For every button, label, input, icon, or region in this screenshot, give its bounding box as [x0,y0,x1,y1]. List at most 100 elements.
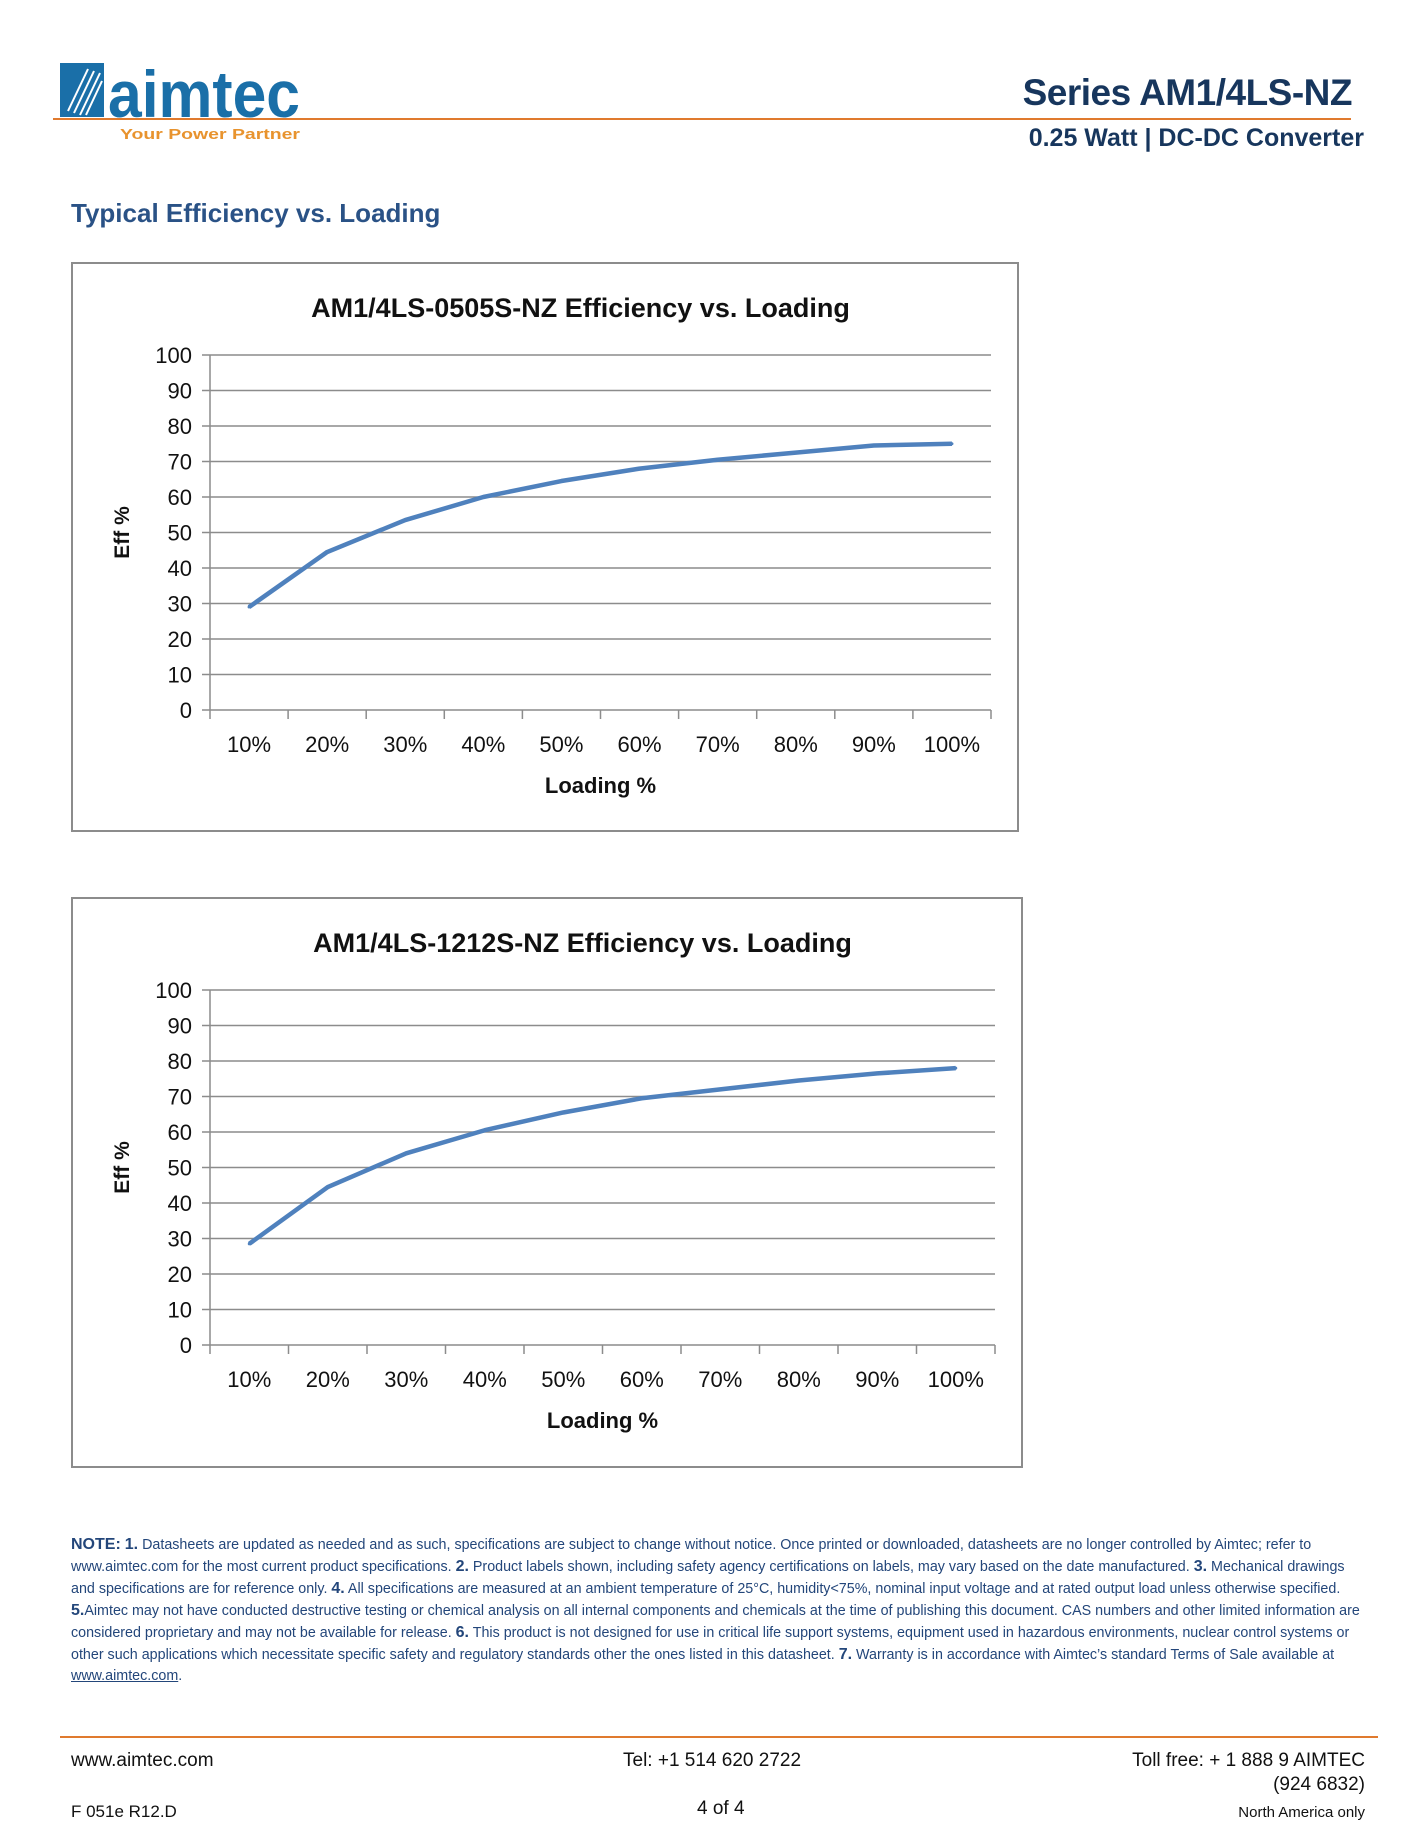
x-tick-label: 80% [777,1367,821,1392]
note-text: Datasheets are updated as needed and as … [71,1537,1312,1575]
y-tick-label: 40 [168,1191,192,1216]
data-point [559,479,563,483]
series-line [247,1065,956,1246]
footer-region: North America only [1238,1804,1365,1821]
series-title: Series AM1/4LS-NZ [1022,72,1353,113]
x-tick-label: 90% [852,732,896,757]
data-point [403,518,407,522]
note-text: Product labels shown, including safety a… [468,1559,1194,1575]
note-text: This product is not designed for use in … [71,1625,1350,1663]
aimtec-link[interactable]: www.aimtec.com [71,1668,179,1684]
y-tick-label: 60 [168,485,192,510]
data-point [716,458,720,462]
y-tick-label: 100 [155,343,192,368]
y-tick-label: 70 [168,450,192,475]
y-tick-label: 80 [168,1049,192,1074]
data-point [954,1066,958,1070]
y-tick-label: 70 [168,1085,192,1110]
x-tick-label: 60% [620,1367,664,1392]
y-tick-label: 80 [168,414,192,439]
aimtec-logo: aimtec Your Power Partner [58,55,308,145]
y-tick-label: 60 [168,1120,192,1145]
x-tick-label: 10% [227,1367,271,1392]
y-tick-label: 90 [168,1014,192,1039]
data-point [638,467,642,471]
data-point [247,605,251,609]
data-point [483,1128,487,1132]
y-tick-label: 90 [168,379,192,404]
footer-website[interactable]: www.aimtec.com [71,1750,214,1771]
x-axis-label: Loading % [545,773,656,798]
note-text: Warranty is in accordance with Aimtec’s … [852,1647,1335,1663]
y-tick-label: 10 [168,663,192,688]
data-point [872,444,876,448]
footer-tollfree: Toll free: + 1 888 9 AIMTEC [1132,1750,1365,1771]
x-tick-label: 30% [383,732,427,757]
y-tick-label: 50 [168,521,192,546]
data-point [247,1242,251,1246]
footer-divider [60,1736,1378,1738]
data-point [561,1110,565,1114]
note-text: Mechanical drawings and specifications a… [71,1559,1345,1597]
x-tick-label: 40% [461,732,505,757]
x-tick-label: 20% [306,1367,350,1392]
note-text: All specifications are measured at an am… [344,1581,1341,1597]
y-tick-label: 20 [168,1262,192,1287]
footer-tel: Tel: +1 514 620 2722 [623,1750,802,1771]
x-tick-label: 80% [774,732,818,757]
x-tick-label: 50% [541,1367,585,1392]
x-tick-label: 100% [928,1367,984,1392]
x-tick-label: 60% [618,732,662,757]
footer-doc-code: F 051e R12.D [71,1802,177,1821]
y-tick-label: 0 [180,1333,192,1358]
x-tick-label: 70% [696,732,740,757]
efficiency-chart-1212s: AM1/4LS-1212S-NZ Efficiency vs. Loading 0… [71,897,1023,1468]
notes-label: NOTE: [71,1536,121,1553]
footer-tollfree-number: (924 6832) [1273,1774,1365,1795]
data-point [794,451,798,455]
notes-block: NOTE: 1. Datasheets are updated as neede… [71,1534,1371,1687]
y-tick-label: 30 [168,592,192,617]
x-tick-label: 70% [698,1367,742,1392]
note-number: 2. [455,1558,469,1575]
note-number: 5. [71,1602,85,1619]
section-title: Typical Efficiency vs. Loading [71,198,441,228]
footer-page-number: 4 of 4 [697,1798,745,1819]
series-line [247,441,953,609]
y-tick-label: 20 [168,627,192,652]
x-tick-label: 20% [305,732,349,757]
data-point [640,1096,644,1100]
note-text: Aimtec may not have conducted destructiv… [71,1603,1360,1641]
y-tick-label: 50 [168,1156,192,1181]
y-axis-label: Eff % [111,1141,134,1194]
y-tick-label: 10 [168,1298,192,1323]
x-tick-label: 30% [384,1367,428,1392]
x-tick-label: 10% [227,732,271,757]
note-number: 1. [124,1536,139,1553]
note-number: 7. [838,1646,853,1663]
x-tick-label: 40% [463,1367,507,1392]
notes-end: . [178,1668,183,1684]
data-point [404,1151,408,1155]
x-axis-label: Loading % [547,1408,658,1433]
data-point [797,1079,801,1083]
data-point [326,1185,330,1189]
header-divider [53,118,1351,120]
data-point [950,442,954,446]
y-axis-label: Eff % [111,506,134,559]
y-tick-label: 30 [168,1227,192,1252]
data-point [718,1087,722,1091]
y-tick-label: 0 [180,698,192,723]
x-tick-label: 100% [924,732,980,757]
logo-tagline: Your Power Partner [120,126,300,143]
x-tick-label: 90% [855,1367,899,1392]
data-point [481,495,485,499]
efficiency-chart-0505s: AM1/4LS-0505S-NZ Efficiency vs. Loading 0… [71,262,1019,832]
data-point [875,1071,879,1075]
chart-title: AM1/4LS-0505S-NZ Efficiency vs. Loading [311,293,850,323]
x-tick-label: 50% [539,732,583,757]
note-number: 4. [331,1580,345,1597]
chart-title: AM1/4LS-1212S-NZ Efficiency vs. Loading [313,928,852,958]
note-number: 6. [455,1624,469,1641]
y-tick-label: 40 [168,556,192,581]
